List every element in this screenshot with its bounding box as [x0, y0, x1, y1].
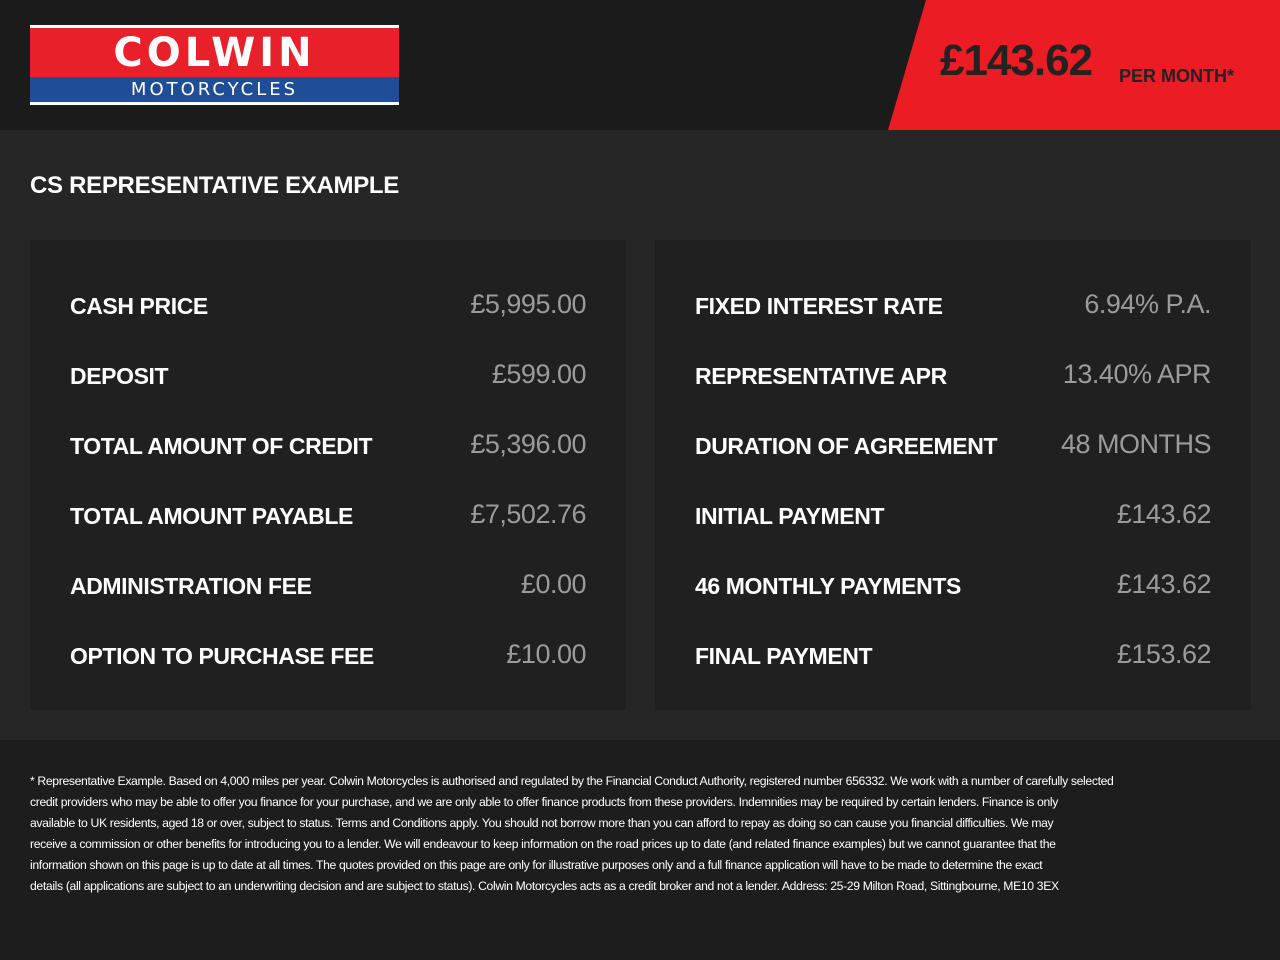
row-label: ADMINISTRATION FEE	[70, 573, 312, 599]
row-label: DEPOSIT	[70, 363, 169, 389]
row-label: FINAL PAYMENT	[695, 643, 873, 669]
row-value: 48 MONTHS	[1060, 429, 1212, 459]
monthly-price: £143.62	[940, 36, 1093, 85]
row-label: DURATION OF AGREEMENT	[695, 433, 998, 459]
row-label: FIXED INTEREST RATE	[695, 293, 943, 319]
row-value: £7,502.76	[470, 499, 586, 529]
row-value: £143.62	[1116, 499, 1212, 529]
finance-row: TOTAL AMOUNT OF CREDIT £5,396.00	[70, 420, 586, 490]
logo-wordmark: COLWIN	[30, 28, 399, 77]
monthly-price-banner: £143.62 PER MONTH*	[888, 0, 1280, 130]
finance-example-section: CS REPRESENTATIVE EXAMPLE CASH PRICE £5,9…	[0, 130, 1280, 740]
disclaimer-line: available to UK residents, aged 18 or ov…	[30, 816, 1054, 830]
colwin-logo[interactable]: COLWIN MOTORCYCLES	[30, 25, 399, 105]
row-label: INITIAL PAYMENT	[695, 503, 885, 529]
per-month-label: PER MONTH*	[1119, 66, 1235, 86]
finance-row: INITIAL PAYMENT £143.62	[695, 490, 1212, 560]
row-value: 13.40% APR	[1062, 359, 1212, 389]
header: COLWIN MOTORCYCLES £143.62 PER MONTH*	[0, 0, 1280, 130]
finance-row: TOTAL AMOUNT PAYABLE £7,502.76	[70, 490, 586, 560]
disclaimer-line: credit providers who may be able to offe…	[30, 795, 1058, 809]
disclaimer-line: details (all applications are subject to…	[30, 879, 1059, 893]
row-label: TOTAL AMOUNT OF CREDIT	[70, 433, 373, 459]
row-value: £10.00	[506, 639, 586, 669]
finance-row: FINAL PAYMENT £153.62	[695, 630, 1212, 700]
row-label: OPTION TO PURCHASE FEE	[70, 643, 374, 669]
row-value: £143.62	[1116, 569, 1212, 599]
row-value: £599.00	[491, 359, 587, 389]
finance-row: CASH PRICE £5,995.00	[70, 280, 586, 350]
row-label: REPRESENTATIVE APR	[695, 363, 947, 389]
finance-row: OPTION TO PURCHASE FEE £10.00	[70, 630, 586, 700]
row-label: CASH PRICE	[70, 293, 208, 319]
disclaimer-line: information shown on this page is up to …	[30, 858, 1043, 872]
finance-row: REPRESENTATIVE APR 13.40% APR	[695, 350, 1212, 420]
disclaimer-line: * Representative Example. Based on 4,000…	[30, 774, 1114, 788]
disclaimer-line: receive a commission or other benefits f…	[30, 837, 1056, 851]
section-title: CS REPRESENTATIVE EXAMPLE	[30, 172, 400, 199]
finance-panel-left: CASH PRICE £5,995.00 DEPOSIT £599.00 TOTAL…	[30, 240, 626, 710]
logo-subtitle: MOTORCYCLES	[30, 77, 399, 102]
finance-row: DEPOSIT £599.00	[70, 350, 587, 420]
finance-row: FIXED INTEREST RATE 6.94% P.A.	[695, 280, 1211, 350]
row-label: 46 MONTHLY PAYMENTS	[695, 573, 961, 599]
finance-row: 46 MONTHLY PAYMENTS £143.62	[695, 560, 1212, 630]
finance-row: ADMINISTRATION FEE £0.00	[70, 560, 587, 630]
disclaimer-text: * Representative Example. Based on 4,000…	[30, 771, 1114, 897]
row-value: 6.94% P.A.	[1084, 289, 1211, 319]
row-value: £0.00	[520, 569, 587, 599]
row-value: £5,396.00	[470, 429, 586, 459]
row-value: £153.62	[1116, 639, 1212, 669]
finance-panel-right: FIXED INTEREST RATE 6.94% P.A. REPRESENTA…	[655, 240, 1251, 710]
finance-row: DURATION OF AGREEMENT 48 MONTHS	[695, 420, 1212, 490]
disclaimer-section: * Representative Example. Based on 4,000…	[0, 740, 1280, 960]
row-label: TOTAL AMOUNT PAYABLE	[70, 503, 353, 529]
row-value: £5,995.00	[470, 289, 586, 319]
